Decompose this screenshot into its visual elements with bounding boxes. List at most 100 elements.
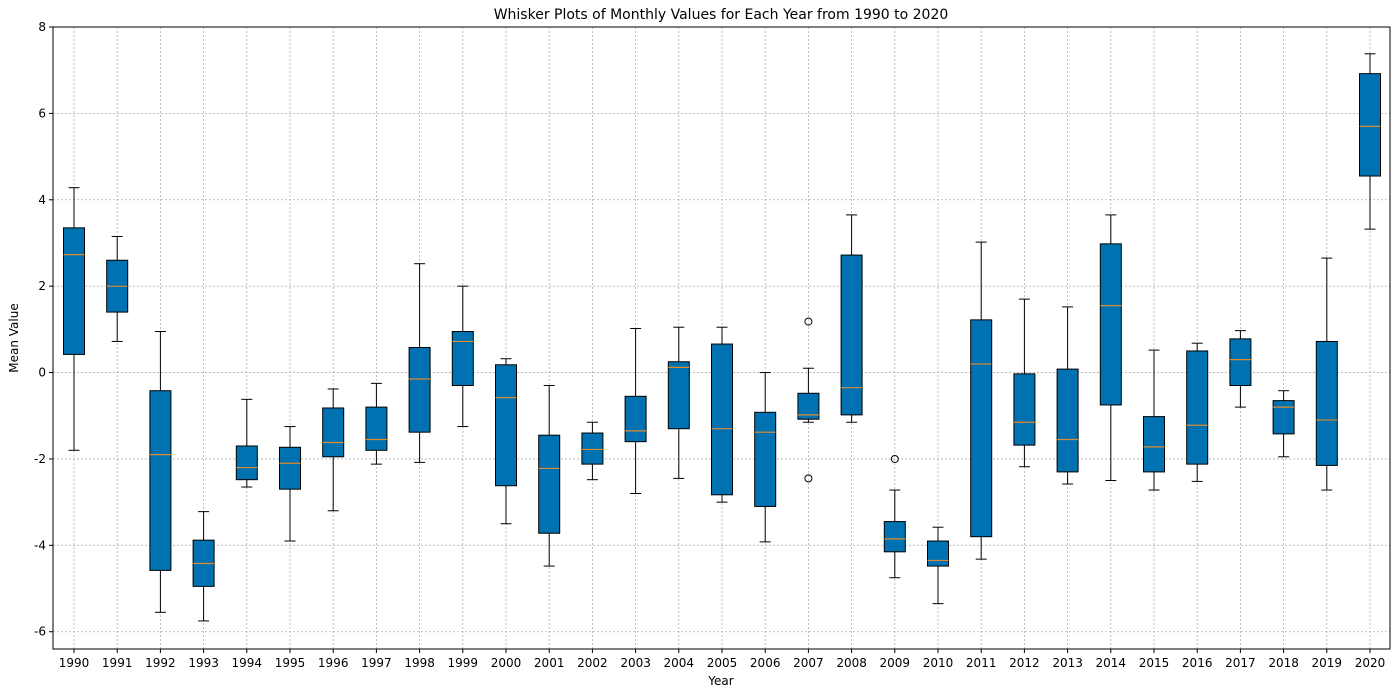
x-tick-label: 1992	[145, 656, 176, 670]
box-body	[235, 445, 258, 481]
x-tick-label: 1990	[59, 656, 90, 670]
x-tick-label: 2008	[836, 656, 867, 670]
box-2006	[754, 372, 777, 543]
axes: -6 -4 -2 0 2 4 6 8 1990 1991 1992 1993 1994 1995 1996 1…	[34, 20, 1391, 670]
y-tick-label: 0	[38, 366, 46, 380]
box-1991	[106, 235, 129, 342]
box-body	[624, 395, 647, 443]
y-tick-label: -6	[34, 625, 46, 639]
box-1990	[63, 187, 85, 451]
x-tick-label: 1993	[188, 656, 219, 670]
box-2014	[1099, 214, 1122, 482]
x-tick-label: 2003	[620, 656, 651, 670]
box-body	[451, 331, 474, 387]
y-tick-label: 2	[38, 279, 46, 293]
y-tick-label: 4	[38, 193, 46, 207]
box-body	[63, 227, 85, 355]
box-body	[711, 343, 733, 496]
box-body	[365, 406, 388, 451]
x-tick-label: 2004	[664, 656, 695, 670]
plot-frame	[52, 26, 1391, 650]
x-tick-label: 2001	[534, 656, 565, 670]
x-tick-label: 2012	[1009, 656, 1040, 670]
box-body	[279, 446, 301, 490]
x-tick-label: 1995	[275, 656, 306, 670]
box-2017	[1229, 330, 1252, 408]
x-tick-label: 2006	[750, 656, 781, 670]
box-body	[1186, 350, 1209, 465]
x-tick-label: 2009	[880, 656, 911, 670]
x-tick-label: 2010	[923, 656, 954, 670]
x-axis-label: Year	[707, 674, 733, 688]
box-2019	[1315, 257, 1338, 491]
x-tick-label: 2005	[707, 656, 738, 670]
x-tick-label: 2019	[1312, 656, 1343, 670]
x-tick-label: 2007	[793, 656, 824, 670]
x-tick-label: 1997	[361, 656, 392, 670]
box-2010	[927, 526, 949, 605]
box-1997	[365, 382, 388, 465]
box-body	[840, 254, 863, 416]
box-2011	[970, 241, 993, 560]
box-body	[667, 361, 690, 430]
box-body	[322, 407, 345, 458]
x-tick-label: 1994	[232, 656, 263, 670]
y-axis-label: Mean Value	[7, 303, 21, 372]
outlier-point	[890, 454, 899, 463]
x-tick-label: 2014	[1096, 656, 1127, 670]
box-1996	[322, 388, 345, 512]
x-tick-label: 1991	[102, 656, 133, 670]
box-1998	[408, 263, 431, 463]
box-2002	[581, 421, 604, 481]
x-tick-label: 2016	[1182, 656, 1213, 670]
x-tick-label: 2002	[577, 656, 608, 670]
x-tick-label: 2020	[1355, 656, 1386, 670]
box-body	[797, 392, 820, 420]
box-body	[883, 521, 906, 553]
box-2003	[624, 327, 647, 494]
box-body	[408, 347, 431, 433]
box-2009	[883, 454, 906, 579]
box-body	[1056, 368, 1079, 473]
box-1994	[235, 398, 258, 488]
x-tick-label: 2000	[491, 656, 522, 670]
box-1992	[149, 331, 172, 613]
outlier-point	[804, 317, 813, 326]
box-body	[1315, 340, 1338, 466]
box-1993	[192, 511, 215, 622]
box-2004	[667, 326, 690, 479]
box-body	[1143, 416, 1165, 473]
box-2015	[1143, 349, 1165, 491]
x-tick-label: 2013	[1052, 656, 1083, 670]
chart-title: Whisker Plots of Monthly Values for Each…	[494, 7, 949, 23]
box-body	[1272, 400, 1295, 435]
outlier-point	[804, 474, 813, 483]
y-tick-label: 8	[38, 20, 46, 34]
x-tick-label: 1998	[404, 656, 435, 670]
box-body	[1359, 73, 1381, 177]
box-2005	[711, 326, 733, 503]
y-tick-label: -4	[34, 538, 46, 552]
x-tick-label: 2015	[1139, 656, 1170, 670]
x-tick-label: 2017	[1225, 656, 1256, 670]
x-tick-label: 1996	[318, 656, 349, 670]
box-body	[1013, 373, 1036, 446]
x-tick-label: 2018	[1268, 656, 1299, 670]
box-2000	[495, 358, 517, 525]
box-2012	[1013, 298, 1036, 468]
box-series	[63, 53, 1381, 622]
box-body	[970, 319, 993, 538]
y-tick-label: 6	[38, 106, 46, 120]
x-tick-label: 2011	[966, 656, 997, 670]
box-body	[754, 411, 777, 507]
box-2001	[538, 385, 561, 567]
box-2007	[797, 317, 820, 483]
x-tick-label: 1999	[448, 656, 479, 670]
y-tick-label: -2	[34, 452, 46, 466]
box-2018	[1272, 390, 1295, 458]
box-2020	[1359, 53, 1381, 230]
box-1995	[279, 426, 301, 542]
box-1999	[451, 285, 474, 428]
box-body	[495, 364, 517, 487]
